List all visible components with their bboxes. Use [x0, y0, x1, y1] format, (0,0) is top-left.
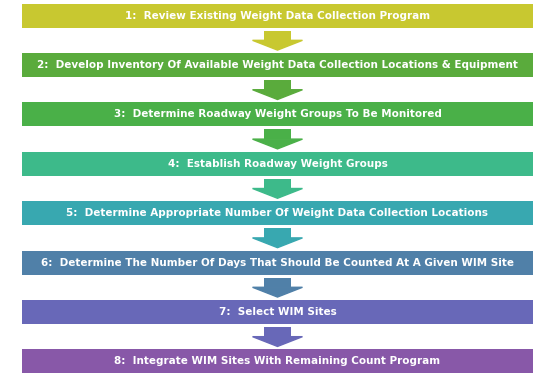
- Bar: [264, 228, 291, 238]
- Bar: [22, 250, 533, 275]
- Bar: [264, 179, 291, 188]
- Polygon shape: [253, 188, 302, 198]
- Polygon shape: [253, 287, 302, 297]
- Bar: [22, 102, 533, 127]
- Bar: [264, 277, 291, 287]
- Bar: [264, 31, 291, 40]
- Text: 6:  Determine The Number Of Days That Should Be Counted At A Given WIM Site: 6: Determine The Number Of Days That Sho…: [41, 257, 514, 268]
- Bar: [22, 53, 533, 77]
- Bar: [22, 3, 533, 28]
- Bar: [264, 327, 291, 337]
- Polygon shape: [253, 139, 302, 149]
- Text: 8:  Integrate WIM Sites With Remaining Count Program: 8: Integrate WIM Sites With Remaining Co…: [114, 356, 441, 366]
- Bar: [264, 129, 291, 139]
- Polygon shape: [253, 90, 302, 100]
- Bar: [264, 80, 291, 90]
- Polygon shape: [253, 40, 302, 50]
- Text: 2:  Develop Inventory Of Available Weight Data Collection Locations & Equipment: 2: Develop Inventory Of Available Weight…: [37, 60, 518, 70]
- Bar: [22, 201, 533, 225]
- Polygon shape: [253, 337, 302, 346]
- Bar: [22, 152, 533, 176]
- Text: 3:  Determine Roadway Weight Groups To Be Monitored: 3: Determine Roadway Weight Groups To Be…: [114, 109, 441, 120]
- Text: 1:  Review Existing Weight Data Collection Program: 1: Review Existing Weight Data Collectio…: [125, 11, 430, 21]
- Text: 7:  Select WIM Sites: 7: Select WIM Sites: [219, 307, 336, 317]
- Bar: [22, 300, 533, 324]
- Bar: [22, 349, 533, 374]
- Text: 4:  Establish Roadway Weight Groups: 4: Establish Roadway Weight Groups: [168, 159, 387, 169]
- Polygon shape: [253, 238, 302, 248]
- Text: 5:  Determine Appropriate Number Of Weight Data Collection Locations: 5: Determine Appropriate Number Of Weigh…: [67, 208, 488, 218]
